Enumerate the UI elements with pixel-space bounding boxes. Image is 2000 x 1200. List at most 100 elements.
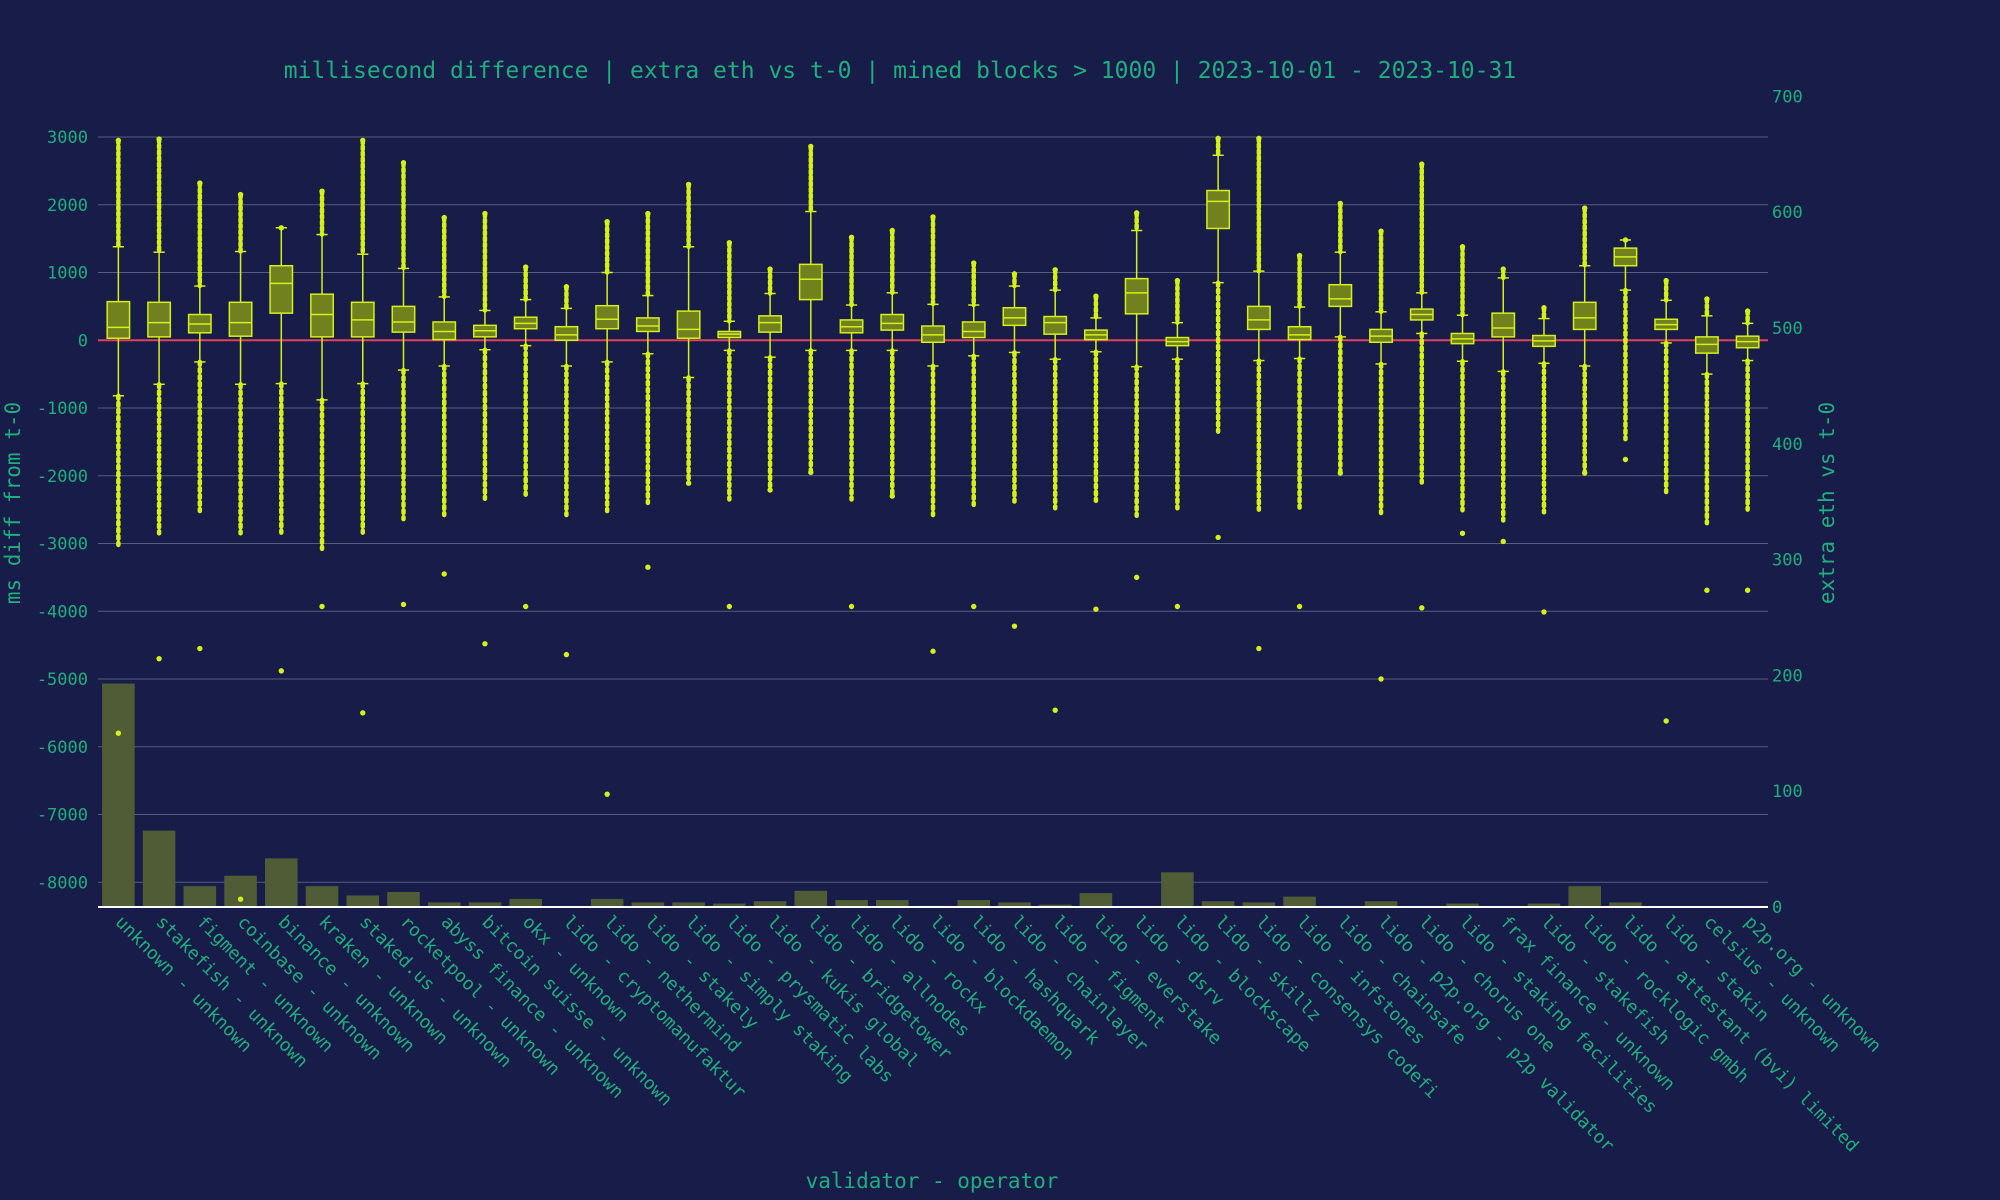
- outlier-min: [400, 601, 407, 608]
- outlier-min: [278, 668, 284, 674]
- box-plot: [1654, 277, 1679, 724]
- iqr-box: [1124, 277, 1149, 315]
- outlier-max: [115, 137, 122, 144]
- box-series: [106, 135, 1760, 902]
- outlier-max: [604, 218, 610, 225]
- y-tick-label-right: 100: [1772, 782, 1803, 802]
- bar: [1446, 903, 1479, 907]
- box-plot: [350, 137, 375, 716]
- y-tick-label-left: -1000: [37, 399, 88, 419]
- x-axis-title: validator - operator: [806, 1169, 1059, 1193]
- outlier-max: [1459, 244, 1466, 250]
- bar: [102, 683, 135, 907]
- bar: [998, 902, 1031, 907]
- outlier-max: [1704, 296, 1710, 302]
- bar: [590, 898, 624, 907]
- iqr-box: [1328, 283, 1353, 308]
- y-tick-label-left: -4000: [37, 602, 88, 622]
- box-plot: [880, 227, 905, 499]
- outlier-min: [726, 603, 733, 610]
- outlier-min: [1744, 587, 1751, 593]
- iqr-box: [228, 301, 253, 337]
- bar: [387, 891, 420, 907]
- outlier-min: [685, 480, 692, 486]
- y-tick-label-right: 400: [1772, 435, 1803, 455]
- bar: [468, 902, 502, 907]
- y-tick-label-left: -7000: [37, 806, 88, 826]
- box-plot: [921, 214, 945, 654]
- box-plot: [1246, 135, 1271, 652]
- iqr-box: [880, 313, 905, 331]
- bar: [875, 900, 909, 907]
- box-plot: [228, 191, 253, 902]
- outlier-max: [1011, 271, 1018, 277]
- iqr-box: [1043, 315, 1068, 335]
- y-axis-right-title: extra eth vs t-0: [1815, 402, 1839, 604]
- box-plot: [798, 143, 823, 476]
- box-plot: [1450, 244, 1475, 537]
- outlier-min: [930, 648, 936, 654]
- outlier-min: [482, 641, 488, 647]
- outlier-max: [563, 284, 570, 290]
- bar: [713, 903, 746, 907]
- box-plot: [1083, 293, 1108, 612]
- y-tick-label-right: 700: [1772, 87, 1803, 107]
- iqr-box: [595, 304, 620, 330]
- outlier-max: [930, 214, 936, 220]
- outlier-max: [1582, 205, 1588, 211]
- y-axis-left-title: ms diff from t-0: [1, 402, 25, 604]
- outlier-min: [971, 603, 977, 610]
- y-tick-label-right: 500: [1772, 319, 1803, 339]
- outlier-max: [1296, 252, 1303, 259]
- bar: [427, 902, 461, 907]
- iqr-box: [147, 301, 172, 338]
- outlier-max: [197, 180, 203, 186]
- box-plot: [187, 180, 212, 652]
- bar: [1527, 903, 1561, 907]
- bar: [305, 886, 339, 907]
- box-plot: [1369, 228, 1393, 682]
- outlier-max: [360, 137, 366, 144]
- outlier-min: [1256, 645, 1262, 652]
- box-plot: [1124, 210, 1149, 581]
- iqr-box: [1491, 312, 1516, 338]
- box-plot: [1165, 277, 1190, 610]
- y-tick-label-left: -6000: [37, 738, 88, 758]
- outlier-max: [400, 160, 407, 166]
- bar: [1161, 872, 1194, 907]
- box-plot: [1491, 266, 1516, 545]
- outlier-max: [237, 191, 244, 198]
- box-plot: [1002, 271, 1027, 629]
- iqr-box: [635, 317, 660, 333]
- outlier-max: [1052, 267, 1058, 273]
- outlier-min: [319, 603, 325, 610]
- bar: [1201, 901, 1235, 907]
- outlier-min: [1500, 538, 1506, 545]
- outlier-max: [1419, 161, 1425, 167]
- box-plot: [269, 225, 294, 674]
- outlier-min: [848, 603, 855, 610]
- bar: [183, 886, 217, 907]
- iqr-box: [1246, 305, 1271, 331]
- outlier-min: [604, 791, 610, 797]
- outlier-max: [848, 234, 855, 240]
- outlier-min: [1215, 534, 1221, 541]
- box-plot: [1409, 161, 1434, 611]
- bar: [1609, 902, 1642, 907]
- y-tick-label-left: 1000: [47, 264, 88, 284]
- iqr-box: [961, 321, 986, 339]
- y-tick-label-left: 0: [78, 331, 88, 351]
- outlier-max: [156, 136, 162, 142]
- outlier-max: [1093, 293, 1099, 299]
- bar: [753, 901, 787, 907]
- box-plot: [106, 137, 131, 736]
- bar: [1242, 902, 1276, 907]
- y-tick-label-left: -8000: [37, 873, 88, 893]
- outlier-max: [319, 188, 325, 194]
- iqr-box: [310, 293, 334, 338]
- outlier-max: [1215, 135, 1221, 142]
- outlier-max: [1337, 200, 1344, 207]
- bar: [346, 895, 380, 907]
- outlier-min: [237, 896, 244, 902]
- outlier-max: [1541, 305, 1547, 311]
